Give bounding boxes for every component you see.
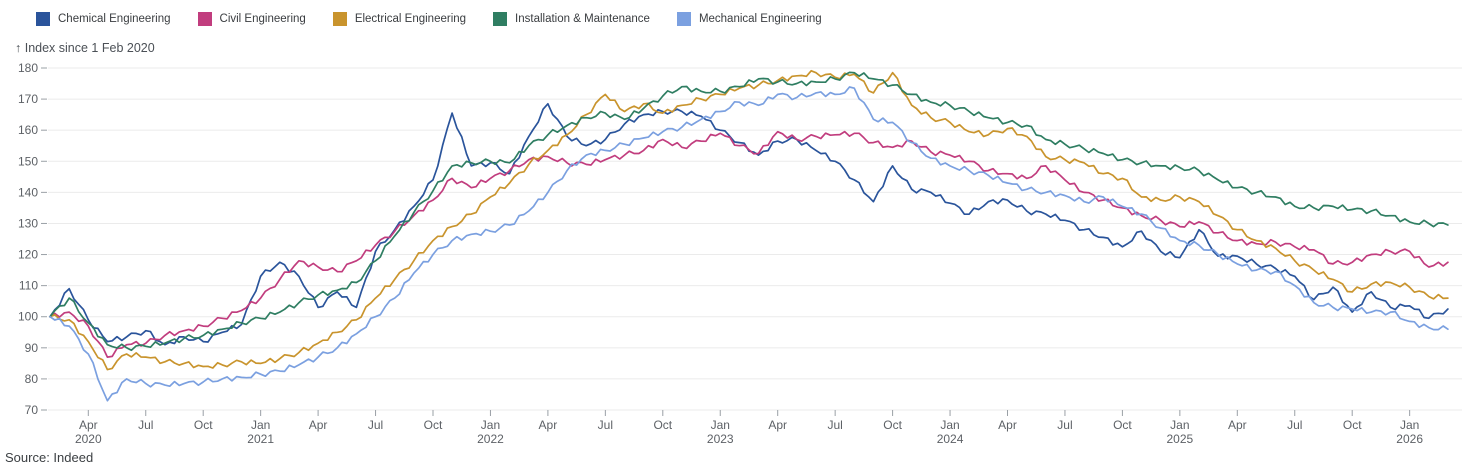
x-tick-year-label: 2023 [707,432,734,446]
y-tick-label: 160 [18,123,38,137]
source-note: Source: Indeed [5,450,94,465]
legend-label-installation: Installation & Maintenance [515,13,650,25]
x-tick-label: Jul [827,418,842,432]
legend-label-mechanical: Mechanical Engineering [698,13,822,25]
x-tick-label: Jan [711,418,730,432]
legend-item-installation: Installation & Maintenance [493,12,650,26]
legend-item-mechanical: Mechanical Engineering [676,12,822,26]
y-tick-label: 80 [25,372,39,386]
legend-item-electrical: Electrical Engineering [332,12,467,26]
legend-swatch-civil-icon [197,12,212,26]
series-line-electrical-engineering [49,69,1449,371]
x-tick-label: Jul [598,418,613,432]
y-tick-label: 90 [25,341,39,355]
legend-swatch-installation-icon [493,12,508,26]
x-tick-label: Oct [194,418,213,432]
legend-item-chemical: Chemical Engineering [36,12,171,26]
chart-svg[interactable]: 708090100110120130140150160170180Apr2020… [0,0,1471,446]
x-tick-label: Jul [1057,418,1072,432]
legend-label-civil: Civil Engineering [219,13,306,25]
y-tick-label: 170 [18,92,38,106]
x-tick-label: Oct [653,418,672,432]
x-tick-year-label: 2022 [477,432,504,446]
x-tick-label: Jul [138,418,153,432]
legend-swatch-electrical-icon [332,12,347,26]
series-line-chemical-engineering [49,102,1449,346]
x-tick-year-label: 2020 [75,432,102,446]
y-tick-label: 130 [18,216,38,230]
legend-swatch-chemical-icon [36,12,50,26]
y-tick-label: 100 [18,310,38,324]
y-tick-label: 140 [18,185,38,199]
y-tick-label: 150 [18,154,38,168]
x-tick-label: Jan [940,418,959,432]
x-tick-label: Oct [1113,418,1132,432]
x-tick-label: Apr [79,418,98,432]
x-tick-label: Jan [1170,418,1189,432]
chart-legend: Chemical Engineering Civil Engineering E… [36,12,822,26]
x-tick-label: Jul [368,418,383,432]
legend-label-chemical: Chemical Engineering [58,13,171,25]
x-tick-label: Jul [1287,418,1302,432]
x-tick-year-label: 2024 [937,432,964,446]
y-tick-label: 120 [18,248,38,262]
legend-swatch-mechanical-icon [676,12,691,26]
series-line-civil-engineering [49,130,1449,358]
line-chart[interactable]: 70 80 90 100 110 120 130 140 150 160 170 180 Apr 2020… [0,0,1471,451]
y-tick-label: 70 [25,403,39,417]
y-axis-title: ↑ Index since 1 Feb 2020 [15,41,155,55]
legend-label-electrical: Electrical Engineering [354,13,467,25]
x-tick-label: Jan [251,418,270,432]
x-tick-year-label: 2025 [1166,432,1193,446]
x-tick-label: Apr [998,418,1017,432]
x-tick-label: Oct [424,418,443,432]
x-tick-label: Apr [309,418,328,432]
legend-item-civil: Civil Engineering [197,12,306,26]
x-tick-label: Jan [1400,418,1419,432]
x-tick-label: Oct [883,418,902,432]
x-tick-label: Apr [768,418,787,432]
series-line-mechanical-engineering [49,86,1449,402]
x-tick-label: Jan [481,418,500,432]
x-tick-year-label: 2026 [1396,432,1423,446]
x-tick-label: Oct [1343,418,1362,432]
x-tick-label: Apr [1228,418,1247,432]
y-tick-label: 180 [18,61,38,75]
y-tick-label: 110 [19,279,38,293]
x-tick-label: Apr [539,418,558,432]
series-line-installation-maintenance [49,71,1449,352]
x-tick-year-label: 2021 [247,432,274,446]
